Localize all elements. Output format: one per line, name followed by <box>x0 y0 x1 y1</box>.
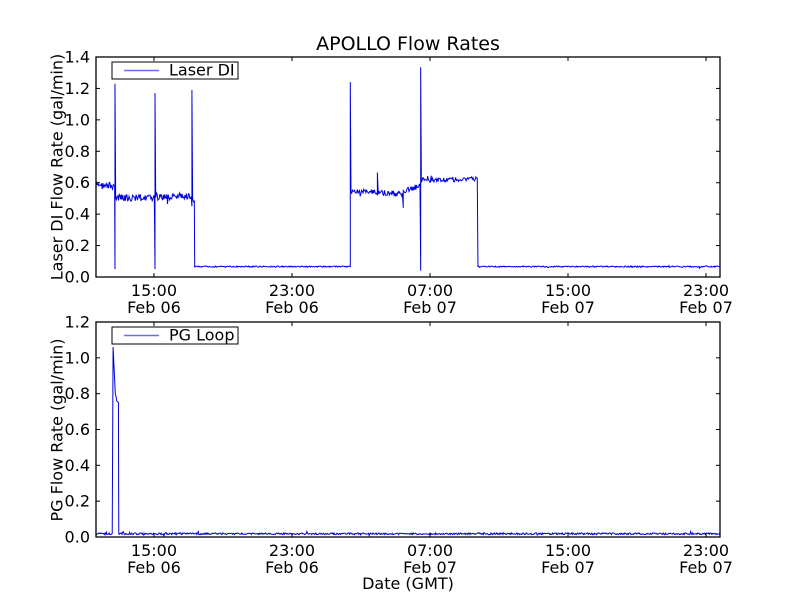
legend-box-laser-di <box>111 61 239 80</box>
x-tick-label-time: 23:00 <box>683 541 729 560</box>
x-tick-label-date: Feb 06 <box>265 558 319 577</box>
x-tick-label-date: Feb 07 <box>541 558 595 577</box>
x-tick-label-date: Feb 07 <box>541 298 595 317</box>
y-tick-label: 0.8 <box>65 142 90 161</box>
y-tick-label: 1.0 <box>65 348 90 367</box>
y-axis-label-pg: PG Flow Rate (gal/min) <box>47 338 67 522</box>
y-tick-label: 0.4 <box>65 205 90 224</box>
y-axis-label-laser-di: Laser DI Flow Rate (gal/min) <box>47 53 67 281</box>
y-tick-label: 1.2 <box>65 79 90 98</box>
y-tick-label: 0.6 <box>65 173 90 192</box>
x-tick-label-time: 15:00 <box>131 541 177 560</box>
y-tick-label: 0.0 <box>65 268 90 287</box>
x-tick-label-time: 15:00 <box>545 281 591 300</box>
x-tick-label-date: Feb 06 <box>127 558 181 577</box>
y-tick-label: 1.2 <box>65 313 90 332</box>
x-tick-label-date: Feb 07 <box>679 558 733 577</box>
y-tick-label: 0.6 <box>65 420 90 439</box>
series-line-pg-loop <box>96 347 720 537</box>
x-tick-label-date: Feb 06 <box>265 298 319 317</box>
x-tick-label-time: 15:00 <box>545 541 591 560</box>
x-tick-label-date: Feb 07 <box>403 298 457 317</box>
x-tick-label-date: Feb 07 <box>403 558 457 577</box>
x-tick-label-date: Feb 06 <box>127 298 181 317</box>
x-tick-label-time: 23:00 <box>269 281 315 300</box>
y-tick-label: 0.2 <box>65 236 90 255</box>
y-tick-label: 1.0 <box>65 110 90 129</box>
figure-title: APOLLO Flow Rates <box>316 33 500 55</box>
y-tick-label: 1.4 <box>65 48 90 67</box>
x-tick-label-time: 07:00 <box>407 281 453 300</box>
y-tick-label: 0.8 <box>65 384 90 403</box>
x-tick-label-time: 15:00 <box>131 281 177 300</box>
y-tick-label: 0.4 <box>65 456 90 475</box>
y-tick-label: 0.2 <box>65 492 90 511</box>
plot-frame-laser-di <box>95 56 721 278</box>
legend-box-pg-loop <box>111 326 239 345</box>
y-tick-label: 0.0 <box>65 528 90 547</box>
legend-label-pg-loop: PG Loop <box>169 326 235 345</box>
x-axis-label: Date (GMT) <box>362 574 454 593</box>
x-tick-label-date: Feb 07 <box>679 298 733 317</box>
legend-label-laser-di: Laser DI <box>169 61 235 80</box>
x-tick-label-time: 23:00 <box>269 541 315 560</box>
series-line-laser-di <box>96 67 720 271</box>
x-tick-label-time: 23:00 <box>683 281 729 300</box>
x-tick-label-time: 07:00 <box>407 541 453 560</box>
